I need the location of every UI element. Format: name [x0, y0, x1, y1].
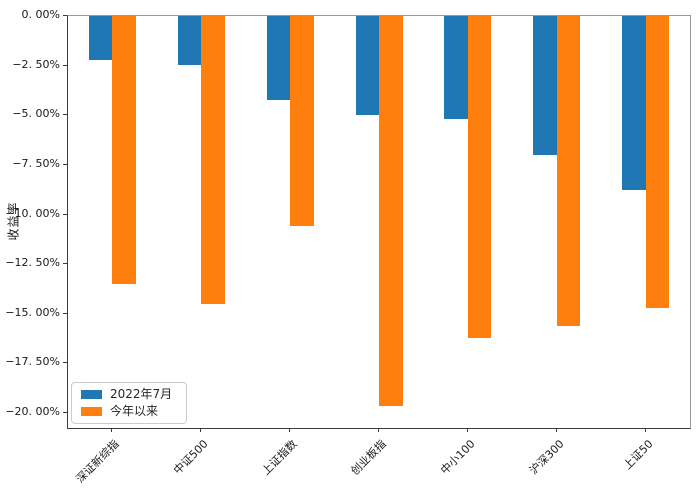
x-tick-label: 创业板指 [348, 437, 389, 478]
y-tick-label: −17. 50% [5, 355, 60, 369]
bar-series1-cat0 [112, 16, 136, 284]
bar-series0-cat1 [177, 16, 202, 65]
y-tick-mark [63, 15, 67, 16]
bar-series1-cat2 [290, 16, 314, 227]
x-tick-label: 深证新综指 [73, 437, 122, 486]
x-tick-label: 上证指数 [259, 437, 300, 478]
y-tick-label: −5. 00% [12, 107, 60, 121]
y-tick-mark [63, 362, 67, 364]
y-tick-label: −10. 00% [5, 206, 60, 220]
bar-series0-cat5 [533, 16, 557, 155]
x-tick-label: 沪深300 [526, 437, 567, 478]
x-tick-label: 上证50 [620, 437, 656, 473]
legend-swatch [81, 390, 102, 399]
legend-item: 2022年7月 [81, 388, 172, 401]
bar-series1-cat6 [645, 16, 670, 308]
x-tick-mark [378, 428, 379, 432]
x-tick-mark [289, 428, 291, 432]
y-tick-label: 0. 00% [21, 8, 60, 21]
bar-series1-cat4 [467, 16, 492, 338]
plot-area [67, 15, 691, 429]
y-tick-mark [63, 213, 67, 215]
x-tick-mark [644, 428, 646, 432]
legend-item: 今年以来 [81, 405, 172, 418]
y-tick-mark [63, 114, 67, 116]
legend-label: 2022年7月 [110, 387, 173, 401]
bar-series0-cat6 [622, 16, 646, 190]
bar-series0-cat3 [355, 16, 379, 116]
legend: 2022年7月 今年以来 [71, 382, 188, 424]
y-tick-label: −12. 50% [5, 256, 60, 270]
x-tick-label: 中小100 [437, 437, 478, 478]
bar-series1-cat1 [201, 16, 225, 304]
y-tick-mark [63, 312, 67, 314]
x-tick-mark [200, 428, 202, 432]
bar-series1-cat5 [556, 16, 581, 326]
y-tick-mark [63, 263, 67, 265]
x-tick-mark [555, 428, 557, 432]
bar-series1-cat3 [379, 16, 403, 406]
y-tick-label: −15. 00% [5, 305, 60, 319]
x-tick-mark [466, 428, 468, 432]
legend-label: 今年以来 [110, 404, 159, 418]
bar-series0-cat4 [444, 16, 468, 120]
y-tick-mark [63, 64, 67, 66]
y-tick-label: −7. 50% [12, 156, 60, 170]
y-tick-mark [63, 411, 67, 413]
bar-series0-cat0 [88, 16, 113, 60]
y-tick-mark [63, 163, 67, 165]
y-tick-label: −2. 50% [12, 57, 60, 71]
x-tick-label: 中证500 [171, 437, 211, 478]
y-tick-label: −20. 00% [5, 404, 60, 418]
x-tick-mark [111, 428, 113, 432]
bar-series0-cat2 [266, 16, 291, 101]
legend-swatch [81, 407, 102, 416]
